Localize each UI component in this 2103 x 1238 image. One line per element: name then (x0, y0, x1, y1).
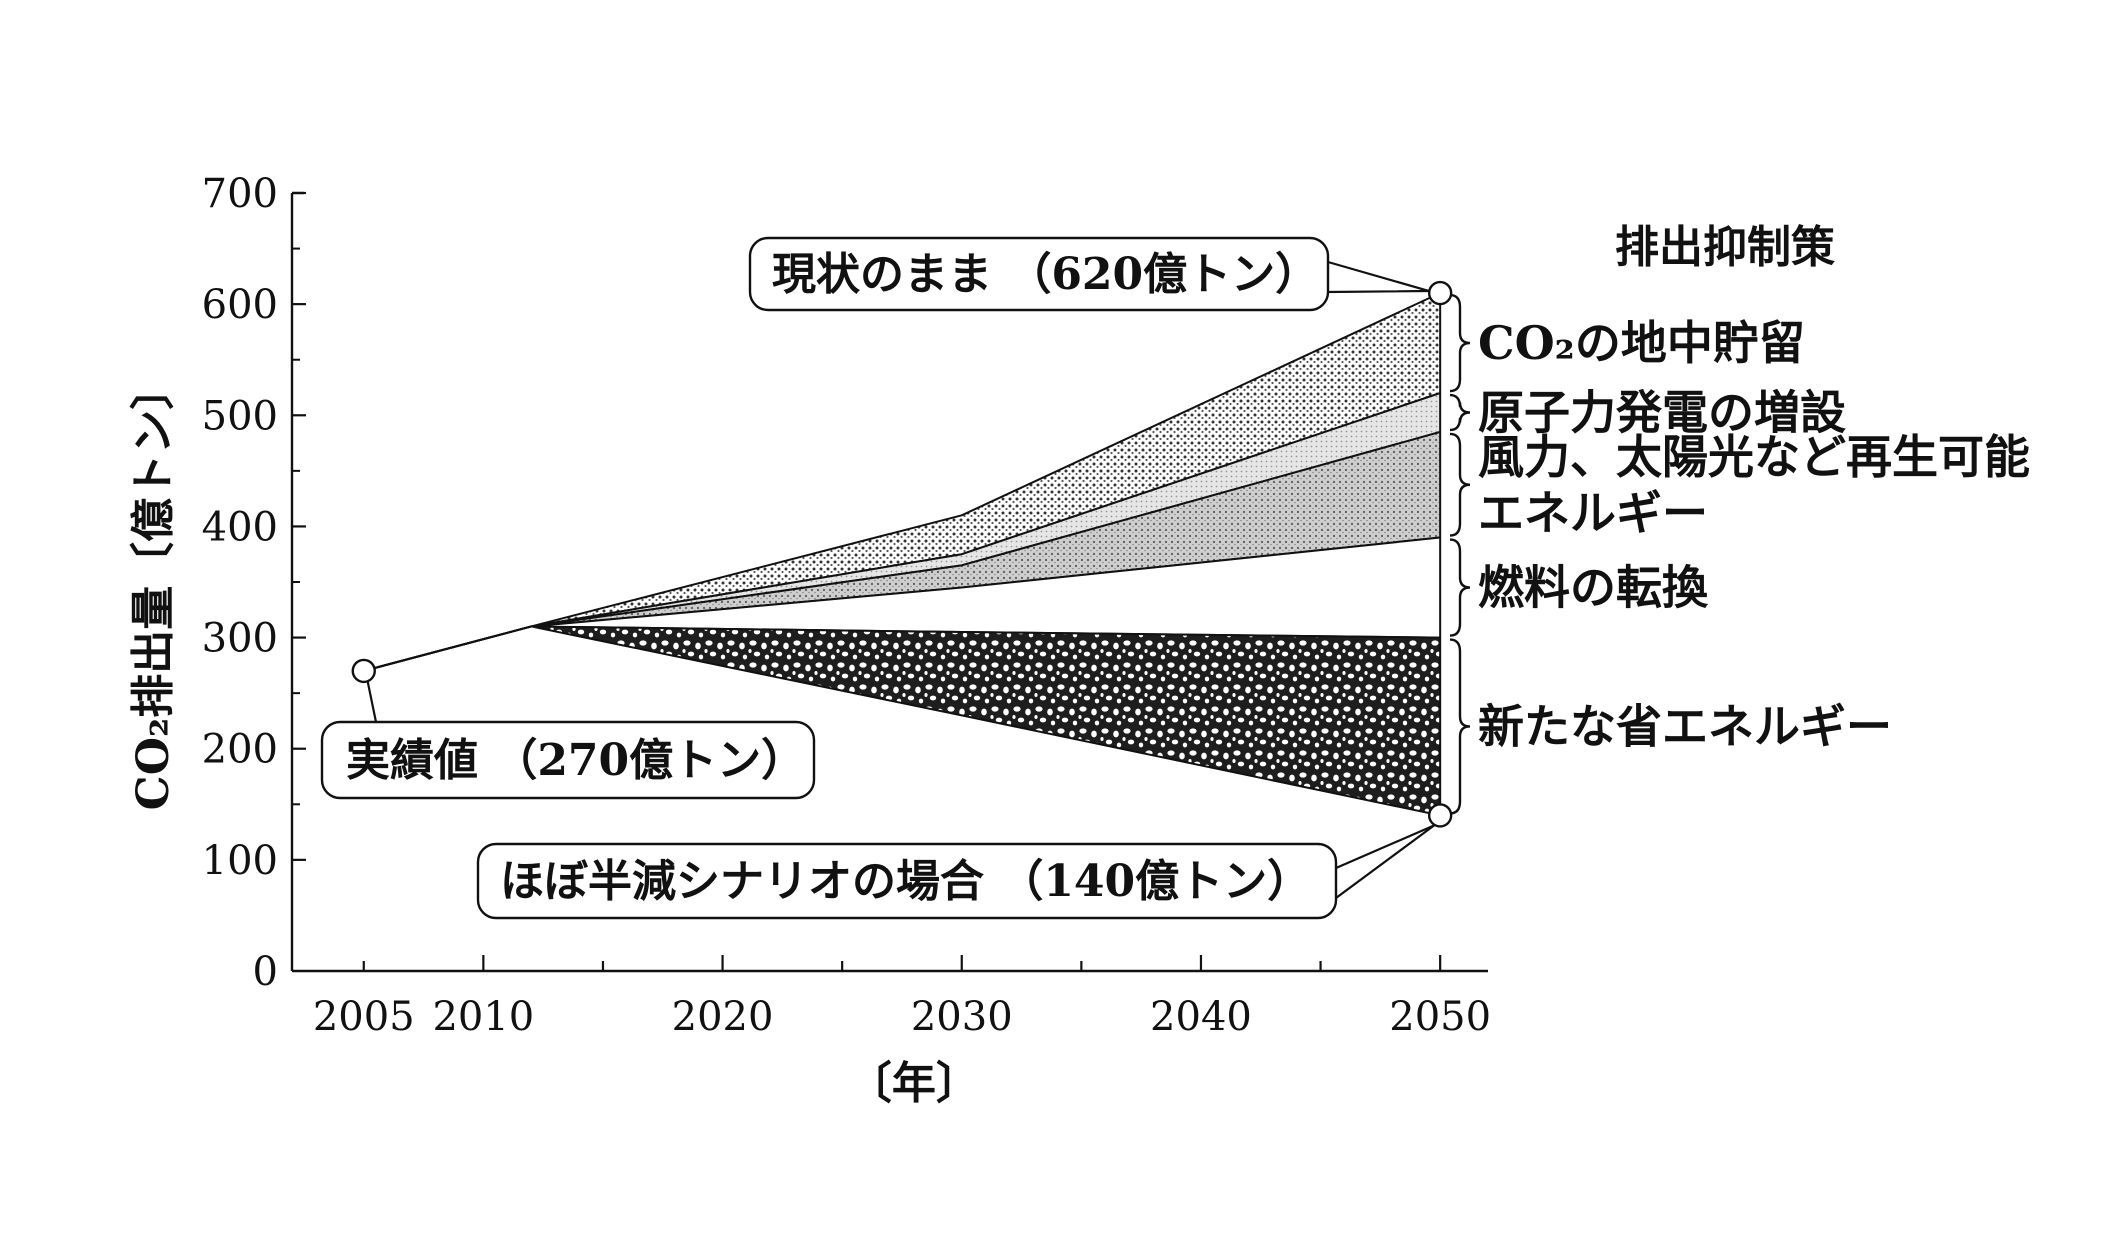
x-tick-label: 2050 (1389, 994, 1491, 1040)
y-tick-label: 100 (202, 838, 278, 884)
actual-callout-label: 実績値 （270億トン） (346, 735, 805, 786)
halving-callout-label: ほぼ半減シナリオの場合 （140億トン） (500, 856, 1311, 907)
actual-marker (351, 658, 376, 684)
halving-callout-pointer (1335, 824, 1435, 899)
legend-brace-3 (1449, 432, 1471, 537)
halving-callout-box (476, 842, 1338, 920)
y-tick-label: 200 (202, 727, 278, 773)
bau-callout-label: 現状のまま （620億トン） (772, 249, 1319, 300)
x-tick-label: 2005 (313, 994, 415, 1040)
legend-label-3: 風力、太陽光など再生可能 (1478, 430, 2030, 484)
legend-brace-2 (1449, 393, 1471, 432)
y-tick-label: 600 (202, 282, 278, 328)
legend-brace-5 (1449, 638, 1471, 815)
y-axis-label: CO₂排出量〔億トン〕 (128, 366, 179, 811)
band-5 (362, 625, 1442, 817)
emission-bands (362, 292, 1442, 817)
actual-callout-pointer (366, 681, 378, 723)
legend-label-1: CO₂の地中貯留 (1478, 316, 1805, 370)
legend-label-3-cont: エネルギー (1478, 486, 1708, 540)
bau-callout-pointer (1327, 260, 1430, 294)
x-tick-label: 2010 (432, 994, 534, 1040)
halving-marker (1427, 803, 1453, 828)
x-axis-label: 〔年〕 (848, 1058, 980, 1109)
bau-callout-box (748, 236, 1330, 312)
bau-marker (1427, 280, 1453, 306)
x-tick-label: 2020 (672, 994, 774, 1040)
legend-brace-4 (1449, 538, 1471, 637)
y-tick-label: 500 (202, 393, 278, 439)
actual-callout-box (320, 720, 816, 800)
axes: 0 100 200 300 400 500 600 700 2005 2010 2020 2030 20… (128, 171, 1491, 1109)
legend-label-2: 原子力発電の増設 (1478, 386, 1846, 440)
x-tick-label: 2030 (911, 994, 1013, 1040)
x-tick-label: 2040 (1150, 994, 1252, 1040)
legend: 排出抑制策 CO₂の地中貯留原子力発電の増設風力、太陽光など再生可能エネルギー燃料… (1449, 222, 2030, 815)
y-tick-label: 400 (202, 504, 278, 550)
annotations: 実績値 （270億トン） 現状のまま （620億トン） ほぼ半減シナリオの場合 （1… (320, 236, 1453, 920)
legend-title: 排出抑制策 (1615, 222, 1835, 273)
legend-label-5: 新たな省エネルギー (1478, 699, 1892, 753)
legend-brace-1 (1449, 293, 1471, 393)
y-tick-label: 0 (253, 949, 278, 995)
y-tick-label: 300 (202, 616, 278, 662)
legend-label-4: 燃料の転換 (1478, 561, 1709, 615)
y-tick-label: 700 (202, 171, 278, 217)
